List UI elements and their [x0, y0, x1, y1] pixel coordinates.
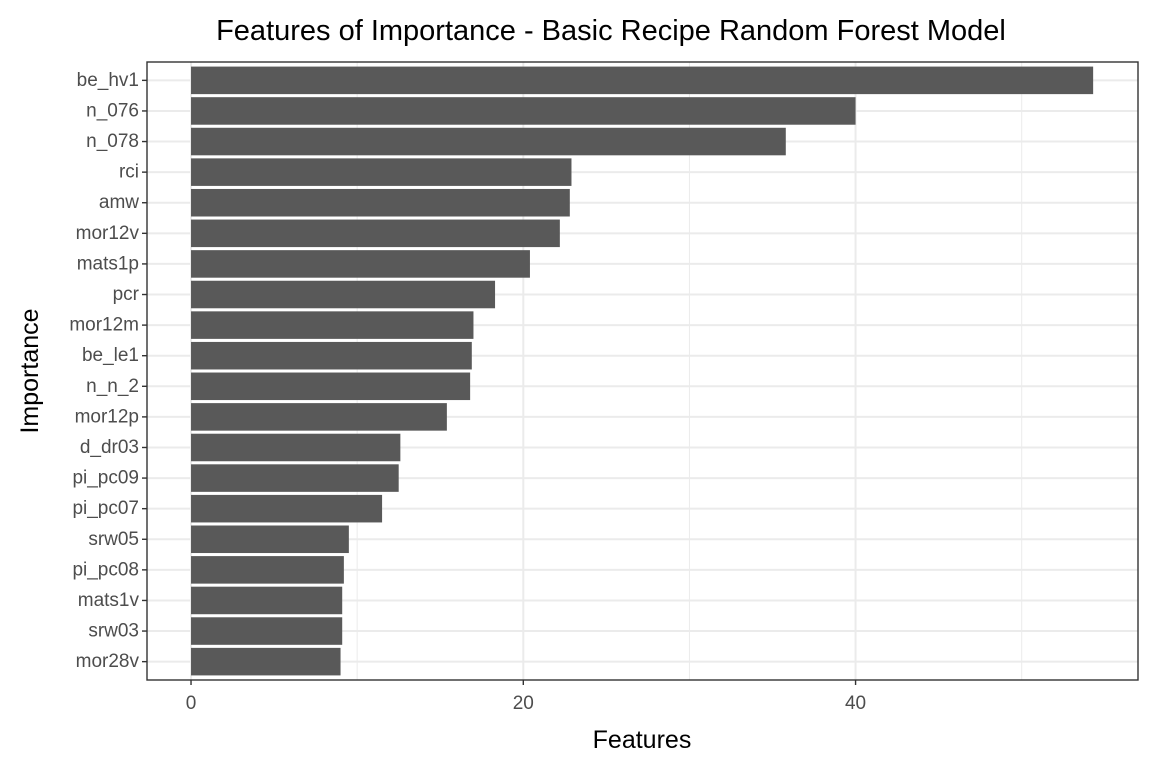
y-tick-label-n_078: n_078	[86, 131, 139, 152]
y-tick-label-n_n_2: n_n_2	[86, 376, 139, 397]
bar-n_076	[191, 97, 856, 125]
bar-mor12p	[191, 403, 447, 431]
y-tick-label-pi_pc09: pi_pc09	[72, 468, 139, 489]
y-tick-label-pcr: pcr	[113, 284, 140, 305]
y-tick-label-n_076: n_076	[86, 100, 139, 121]
y-tick-label-mats1v: mats1v	[78, 590, 140, 611]
y-tick-label-mats1p: mats1p	[77, 253, 139, 274]
bar-mats1p	[191, 250, 530, 278]
bar-pi_pc09	[191, 464, 399, 492]
bar-srw05	[191, 525, 349, 554]
bar-pcr	[191, 280, 496, 309]
panel-border	[146, 61, 1139, 681]
x-tick-label: 40	[845, 693, 866, 714]
bar-mats1v	[191, 586, 343, 615]
bar-rci	[191, 158, 572, 186]
y-tick-label-amw: amw	[99, 192, 139, 213]
bar-mor12m	[191, 311, 474, 339]
y-tick-label-be_hv1: be_hv1	[77, 70, 139, 91]
bars	[191, 66, 1094, 676]
chart-title: Features of Importance - Basic Recipe Ra…	[216, 15, 1006, 47]
x-tick-label: 20	[513, 693, 534, 714]
bar-be_le1	[191, 341, 472, 370]
y-tick-label-srw03: srw03	[88, 621, 139, 642]
y-tick-label-mor12p: mor12p	[75, 406, 139, 427]
bar-srw03	[191, 617, 343, 645]
y-tick-label-srw05: srw05	[88, 529, 139, 550]
y-tick-label-rci: rci	[119, 162, 139, 183]
bar-pi_pc08	[191, 556, 344, 584]
x-tick-label: 0	[186, 693, 197, 714]
y-tick-label-mor12v: mor12v	[76, 223, 140, 244]
y-tick-label-mor28v: mor28v	[76, 651, 140, 672]
y-tick-label-mor12m: mor12m	[69, 315, 139, 336]
y-tick-label-d_dr03: d_dr03	[80, 437, 139, 458]
bar-pi_pc07	[191, 494, 383, 523]
bar-n_078	[191, 127, 786, 156]
bar-mor12v	[191, 219, 560, 248]
y-axis-title: Importance	[16, 308, 44, 433]
bar-d_dr03	[191, 433, 401, 462]
x-axis-ticks: 0 20 40	[186, 680, 866, 714]
y-tick-label-pi_pc08: pi_pc08	[72, 559, 139, 580]
bar-amw	[191, 188, 570, 217]
bar-mor28v	[191, 647, 341, 676]
bar-be_hv1	[191, 66, 1094, 95]
bar-n_n_2	[191, 372, 471, 401]
y-tick-label-pi_pc07: pi_pc07	[72, 498, 139, 519]
x-axis-title: Features	[593, 726, 692, 754]
y-tick-label-be_le1: be_le1	[82, 345, 139, 366]
